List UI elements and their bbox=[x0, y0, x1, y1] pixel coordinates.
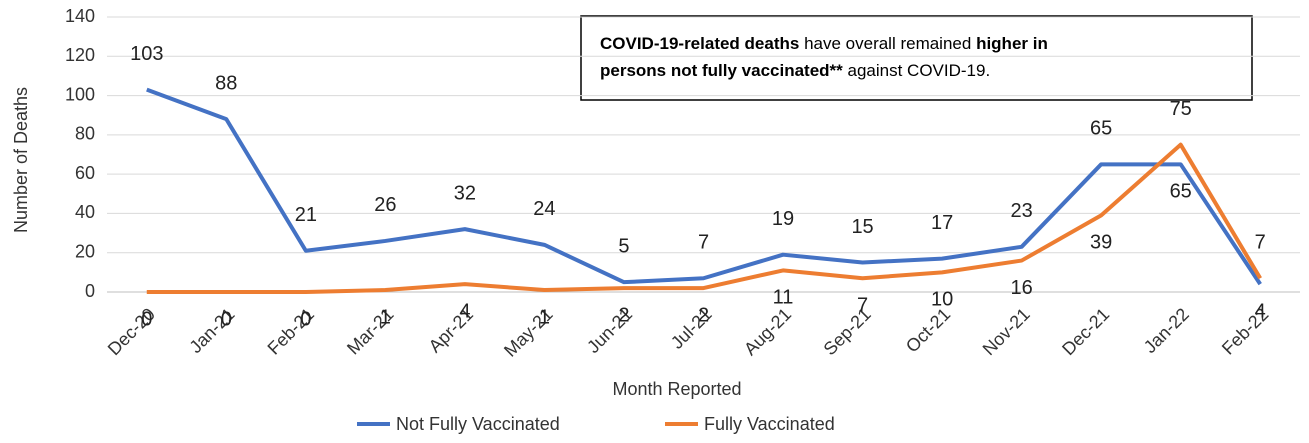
data-label: 24 bbox=[533, 198, 555, 220]
data-label: 0 bbox=[141, 308, 152, 330]
data-label: 4 bbox=[1255, 300, 1266, 322]
data-label: 7 bbox=[857, 295, 868, 317]
data-label: 23 bbox=[1011, 200, 1033, 222]
x-tick-label: Oct-21 bbox=[902, 304, 954, 356]
data-label: 15 bbox=[851, 216, 873, 238]
annotation-box bbox=[580, 15, 1253, 101]
data-label: 2 bbox=[698, 304, 709, 326]
y-tick-label: 100 bbox=[65, 84, 95, 104]
x-tick-label: Dec-21 bbox=[1058, 304, 1113, 359]
data-label: 7 bbox=[698, 232, 709, 254]
data-label: 1 bbox=[380, 306, 391, 328]
data-label: 4 bbox=[459, 300, 470, 322]
data-label: 1 bbox=[539, 306, 550, 328]
data-label: 10 bbox=[931, 289, 953, 311]
data-label: 88 bbox=[215, 72, 237, 94]
x-tick-label: Nov-21 bbox=[979, 304, 1034, 359]
legend-label: Not Fully Vaccinated bbox=[396, 414, 560, 434]
y-tick-label: 120 bbox=[65, 45, 95, 65]
y-tick-label: 60 bbox=[75, 163, 95, 183]
annotation-line: COVID-19-related deaths have overall rem… bbox=[600, 34, 1048, 53]
y-tick-label: 0 bbox=[85, 281, 95, 301]
x-tick-label: Aug-21 bbox=[740, 304, 795, 359]
y-tick-label: 140 bbox=[65, 6, 95, 26]
data-label: 21 bbox=[295, 204, 317, 226]
data-label: 0 bbox=[221, 308, 232, 330]
x-axis-title: Month Reported bbox=[612, 379, 741, 399]
data-label: 65 bbox=[1170, 181, 1192, 203]
x-tick-label: Jan-22 bbox=[1140, 304, 1193, 357]
data-label: 11 bbox=[773, 287, 794, 309]
data-label: 5 bbox=[618, 235, 629, 257]
data-label: 75 bbox=[1170, 98, 1192, 120]
data-label: 32 bbox=[454, 182, 476, 204]
annotation-text: against COVID-19. bbox=[843, 61, 990, 80]
y-axis-title: Number of Deaths bbox=[11, 87, 31, 233]
data-label: 2 bbox=[618, 304, 629, 326]
y-tick-label: 80 bbox=[75, 124, 95, 144]
data-label: 7 bbox=[1255, 232, 1266, 254]
data-label: 0 bbox=[300, 308, 311, 330]
y-tick-label: 40 bbox=[75, 202, 95, 222]
series-line bbox=[146, 142, 1262, 294]
annotation-line: persons not fully vaccinated** against C… bbox=[600, 61, 990, 80]
legend-label: Fully Vaccinated bbox=[704, 414, 835, 434]
data-label: 26 bbox=[374, 194, 396, 216]
annotation-text: have overall remained bbox=[799, 34, 976, 53]
data-label: 39 bbox=[1090, 232, 1112, 254]
annotation-text: persons not fully vaccinated** bbox=[600, 61, 843, 80]
data-label: 17 bbox=[931, 212, 953, 234]
series-line bbox=[146, 87, 1262, 286]
data-label: 19 bbox=[772, 208, 794, 230]
data-label: 103 bbox=[130, 43, 163, 65]
y-tick-label: 20 bbox=[75, 241, 95, 261]
data-label: 16 bbox=[1011, 277, 1033, 299]
annotation-text: COVID-19-related deaths bbox=[600, 34, 799, 53]
data-label: 65 bbox=[1090, 118, 1112, 140]
annotation-text: higher in bbox=[976, 34, 1048, 53]
